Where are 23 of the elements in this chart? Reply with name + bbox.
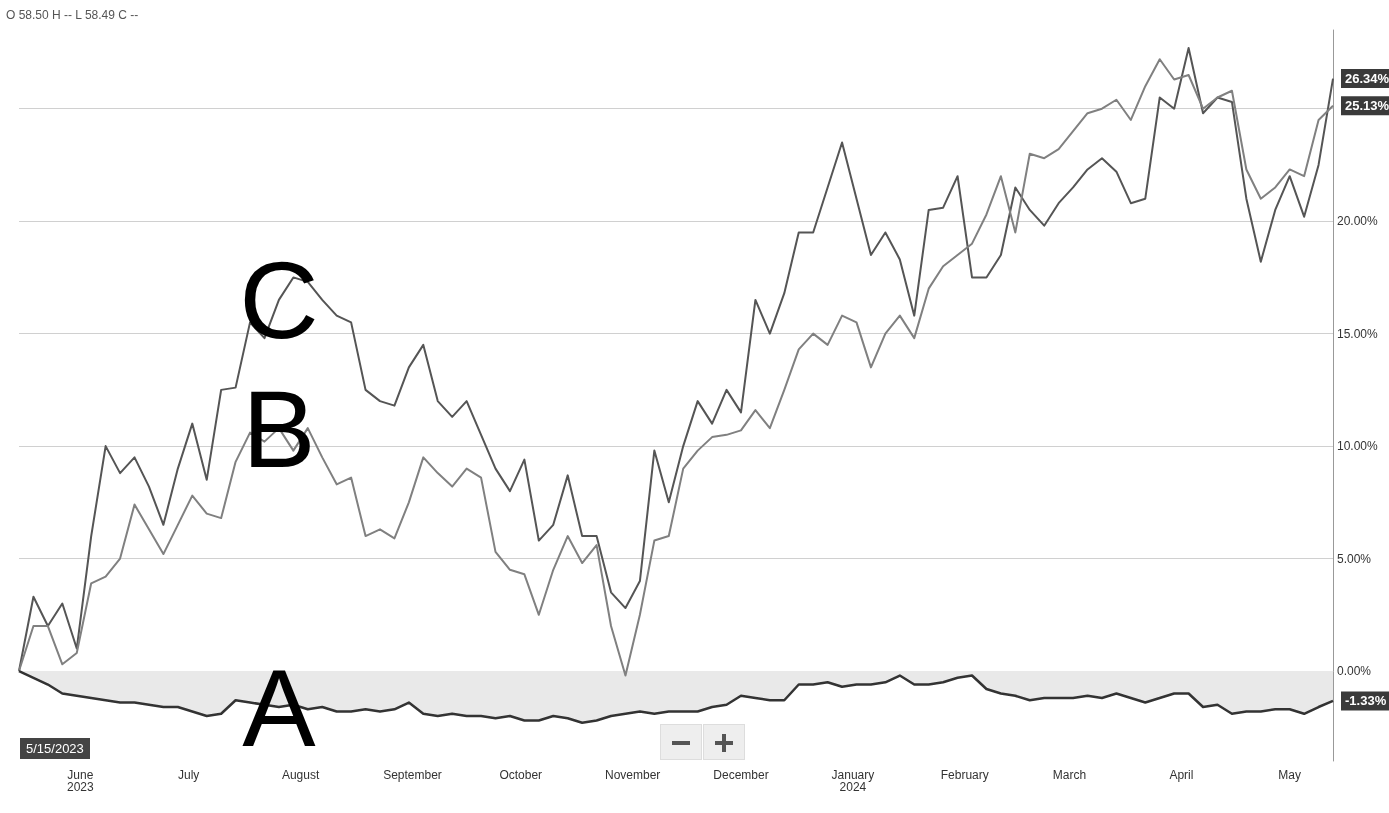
- x-tick-label: November: [605, 768, 661, 782]
- data-label: -1.33%: [1345, 693, 1387, 709]
- data-label: 26.34%: [1345, 71, 1389, 87]
- x-tick-label: June 2023: [67, 768, 95, 794]
- y-tick-label: 15.00%: [1337, 326, 1379, 341]
- y-tick-label: 0.00%: [1337, 664, 1372, 679]
- x-tick-label: April: [1169, 768, 1194, 782]
- y-tick-label: 20.00%: [1337, 214, 1379, 229]
- annotation: 5/15/2023: [20, 738, 90, 759]
- x-tick-label: December: [713, 768, 769, 782]
- x-tick-label: January 2024: [831, 768, 875, 794]
- series-label: B: [242, 366, 316, 490]
- x-tick-label: February: [940, 768, 989, 782]
- y-tick-label: 10.00%: [1337, 439, 1379, 454]
- x-tick-label: October: [499, 768, 543, 782]
- x-tick-label: September: [383, 768, 442, 782]
- y-tick-label: 5.00%: [1337, 551, 1372, 566]
- x-tick-label: March: [1052, 768, 1087, 782]
- text: O 58.50 H -- L 58.49 C --: [6, 8, 139, 22]
- x-tick-label: May: [1278, 768, 1302, 782]
- x-tick-label: July: [177, 768, 200, 782]
- x-tick-label: August: [281, 768, 320, 782]
- data-label: 25.13%: [1345, 98, 1389, 114]
